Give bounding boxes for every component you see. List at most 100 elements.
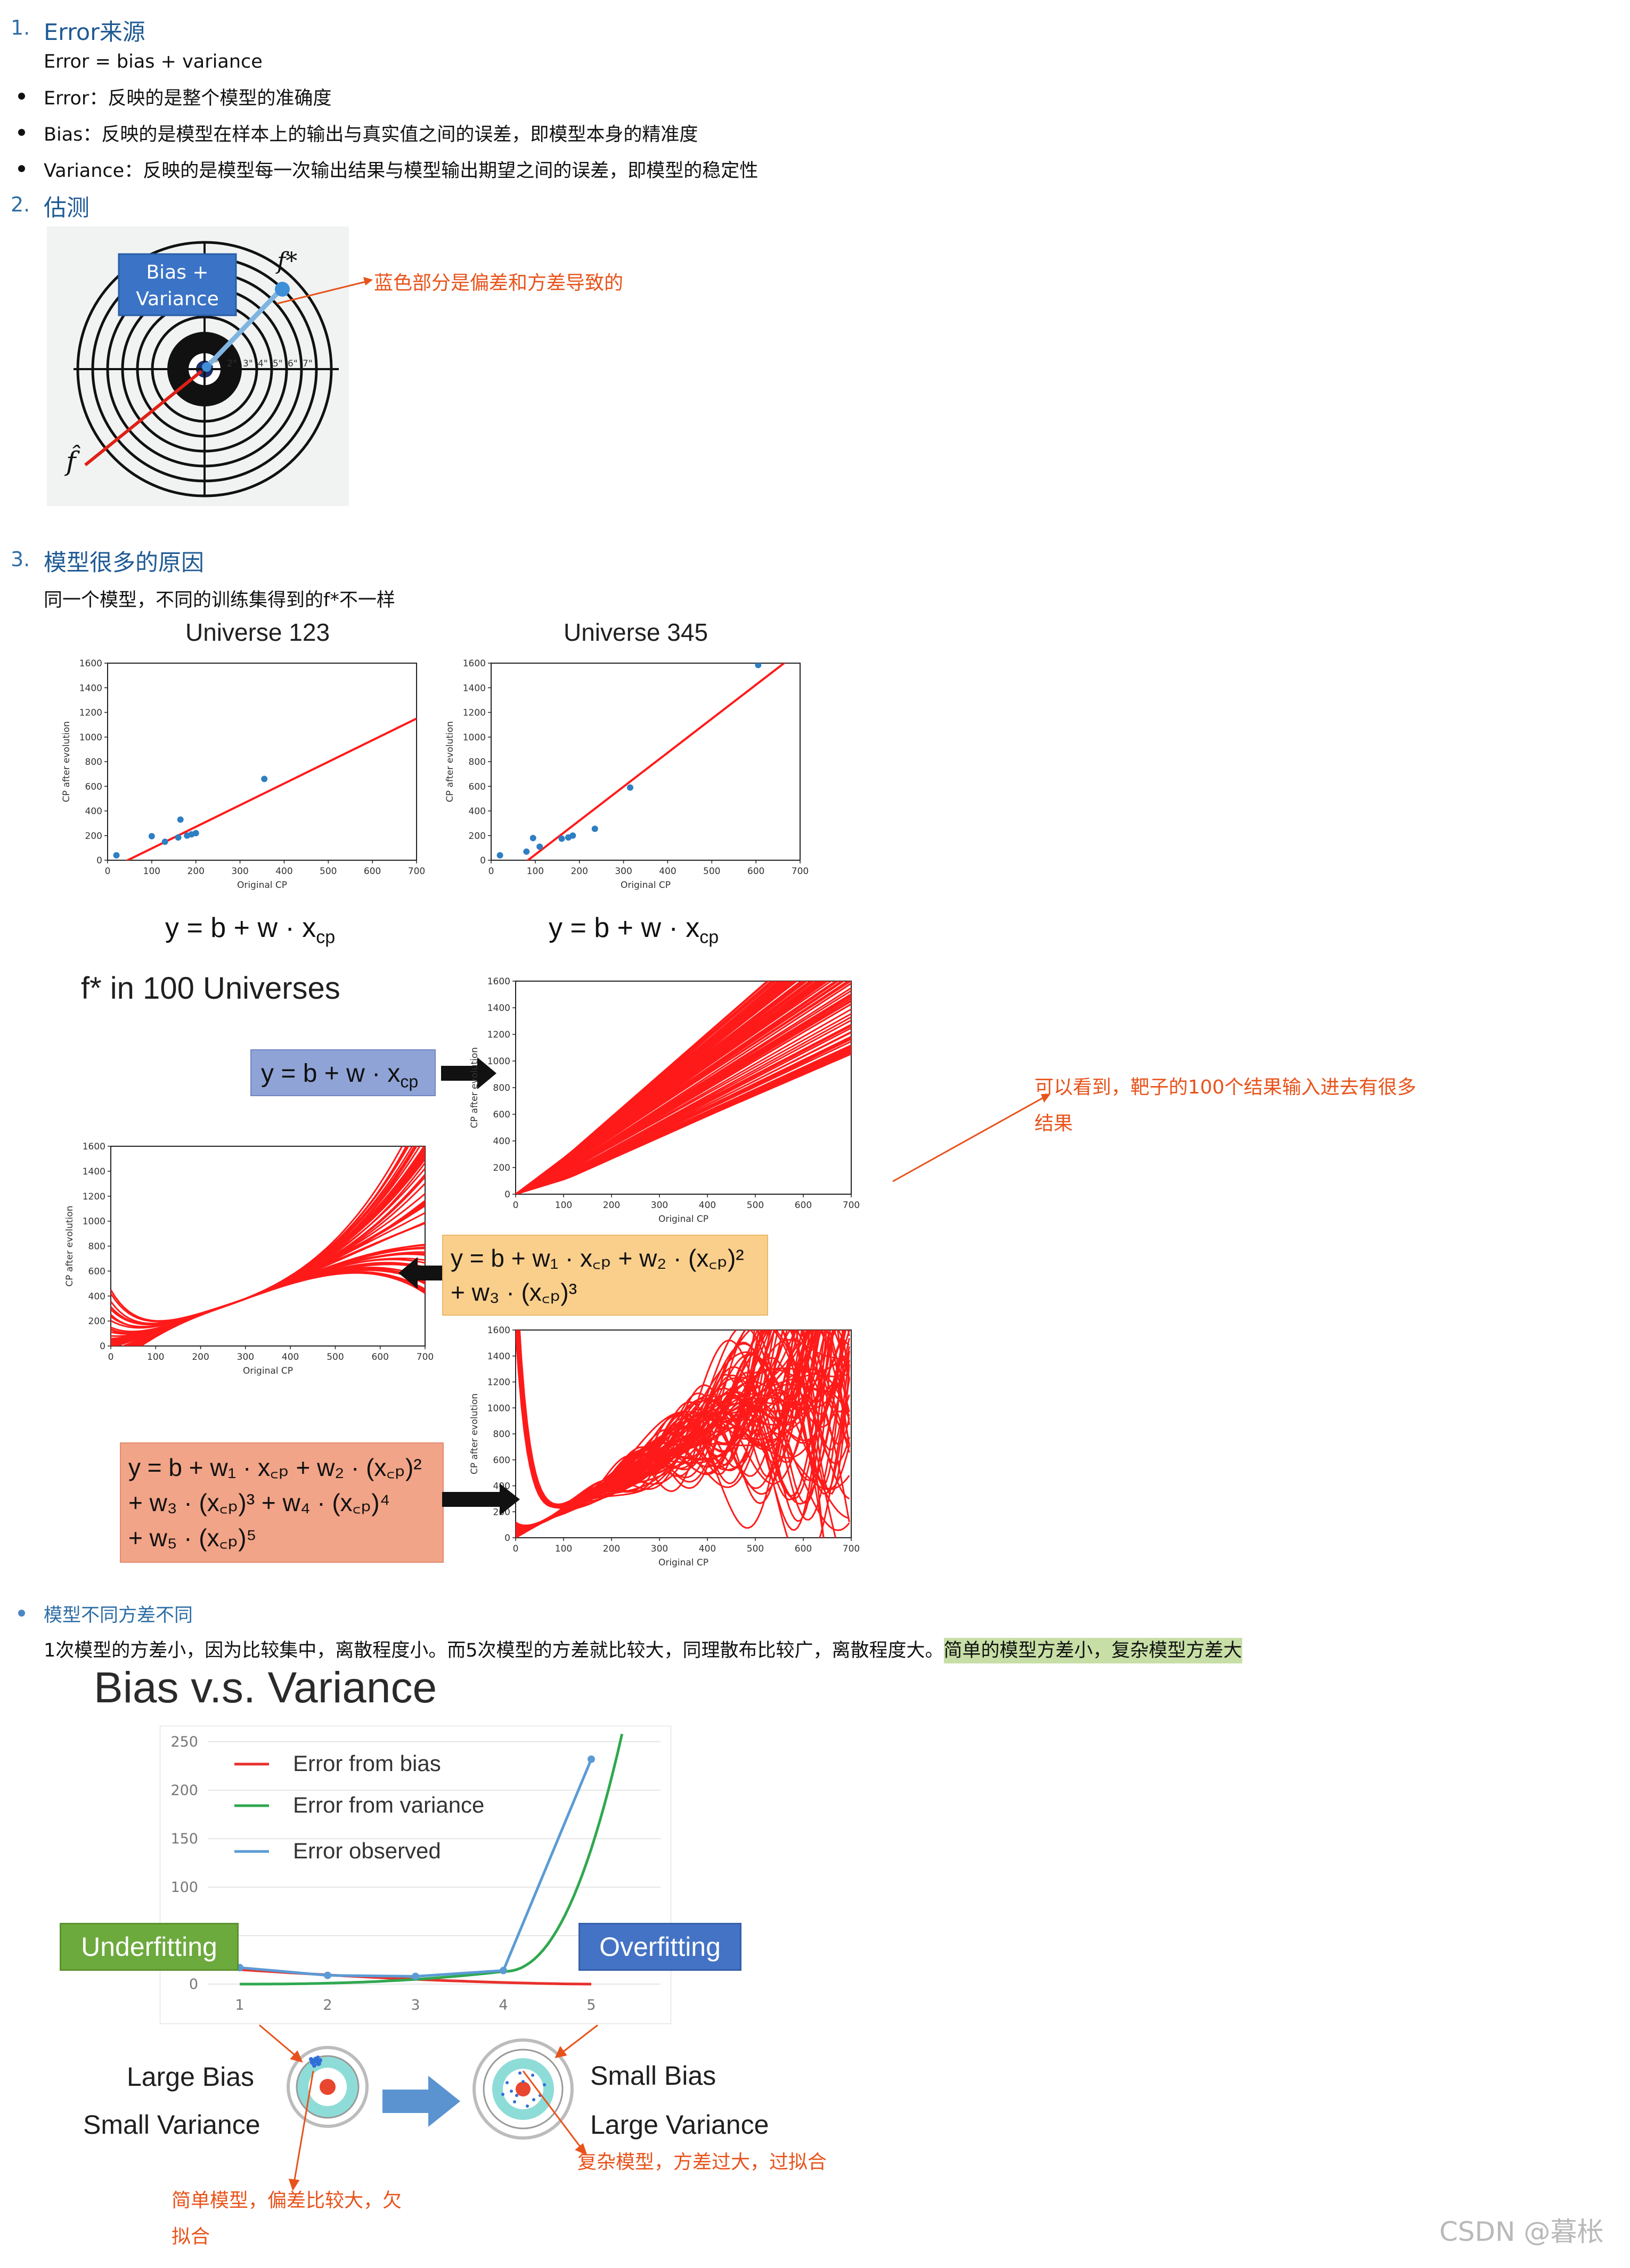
y-tick-label: 600 — [85, 781, 102, 792]
fit-curve — [516, 981, 843, 1194]
quintic-model-box: y = b + w₁ · x꜀ₚ + w₂ · (x꜀ₚ)² + w₃ · (x… — [120, 1442, 444, 1563]
fit-curve — [516, 1047, 851, 1194]
y-tick-label: 200 — [85, 831, 102, 842]
x-tick-label: 200 — [603, 1200, 620, 1211]
x-tick-label: 600 — [364, 866, 381, 877]
ring-label: 6" — [288, 358, 298, 369]
x-tick-label: 200 — [187, 866, 204, 877]
data-point — [148, 833, 155, 839]
y-tick-label: 1600 — [487, 976, 510, 987]
y-tick-label: 1000 — [487, 1403, 510, 1414]
y-tick-label: 1000 — [487, 1056, 510, 1067]
x-tick-label: 2 — [323, 1997, 332, 2013]
x-tick-label: 300 — [615, 866, 632, 877]
error-formula: Error = bias + variance — [44, 51, 263, 72]
y-tick-label: 400 — [493, 1136, 510, 1147]
x-tick-label: 300 — [651, 1200, 668, 1211]
data-point — [412, 1972, 419, 1980]
x-tick-label: 200 — [192, 1352, 209, 1363]
x-tick-label: 200 — [603, 1544, 620, 1554]
variance-arrow — [205, 289, 281, 369]
y-tick-label: 1600 — [487, 1325, 510, 1336]
x-tick-label: 1 — [235, 1997, 244, 2013]
section-1-number: 1. — [11, 16, 30, 39]
data-point — [177, 816, 184, 823]
fit-curve — [516, 981, 770, 1194]
ring-label: 2" — [227, 358, 237, 369]
y-tick-label: 1200 — [83, 1192, 105, 1202]
fit-curve — [516, 1019, 851, 1194]
x-tick-label: 500 — [320, 866, 337, 877]
x-tick-label: 500 — [327, 1352, 344, 1363]
data-point — [496, 852, 503, 859]
y-axis-label: CP after evolution — [64, 1205, 75, 1286]
bias-variance-title: Bias v.s. Variance — [94, 1663, 437, 1712]
x-tick-label: 400 — [282, 1352, 299, 1363]
overfitting-label: Overfitting — [578, 1923, 741, 1971]
fit-curve — [517, 1330, 779, 1506]
y-tick-label: 800 — [88, 1242, 105, 1252]
x-tick-label: 500 — [747, 1200, 764, 1211]
universe-345-equation: y = b + w · xcp — [549, 912, 719, 948]
x-tick-label: 100 — [527, 866, 544, 877]
x-axis-label: Original CP — [237, 880, 287, 891]
series-line — [240, 1733, 624, 1986]
y-tick-label: 100 — [170, 1879, 198, 1896]
x-tick-label: 0 — [105, 866, 111, 877]
y-tick-label: 250 — [170, 1734, 198, 1750]
y-tick-label: 0 — [100, 1341, 105, 1352]
fit-line — [125, 717, 417, 860]
x-tick-label: 500 — [703, 866, 720, 877]
x-tick-label: 100 — [555, 1544, 572, 1554]
bullet-dot — [18, 1610, 25, 1617]
underfitting-label: Underfitting — [60, 1923, 239, 1971]
x-axis-label: Original CP — [243, 1366, 293, 1376]
x-tick-label: 400 — [659, 866, 676, 877]
y-tick-label: 1200 — [463, 708, 486, 719]
y-tick-label: 400 — [85, 806, 102, 817]
y-tick-label: 1400 — [83, 1166, 105, 1177]
x-axis-label: Original CP — [621, 880, 671, 891]
fit-curve — [516, 981, 813, 1194]
highlight-conclusion: 简单的模型方差小，复杂模型方差大 — [943, 1638, 1242, 1663]
bullet-bias: Bias：反映的是模型在样本上的输出与真实值之间的误差，即模型本身的精准度 — [44, 124, 698, 145]
bullet-dot — [18, 93, 25, 100]
data-point — [529, 835, 536, 842]
y-tick-label: 600 — [469, 781, 486, 792]
fit-curve — [516, 1330, 831, 1532]
linear-fan-chart: 0 200 400 600 800 1000 1200 1400 1600 0 100 200 300 4… — [469, 976, 860, 1225]
target-diagram: 1" 2" 3" 4" 5" 6" 7" Bias + Variance f* … — [47, 226, 349, 506]
x-tick-label: 400 — [275, 866, 292, 877]
y-tick-label: 1200 — [79, 708, 102, 719]
x-tick-label: 100 — [143, 866, 160, 877]
y-axis-label: CP after evolution — [61, 721, 72, 802]
bullet-error: Error：反映的是整个模型的准确度 — [44, 88, 332, 109]
x-tick-label: 600 — [795, 1544, 812, 1554]
quintic-fan-chart: 0200400600800100012001400160001002003004… — [469, 1325, 860, 1568]
x-tick-label: 700 — [843, 1544, 860, 1554]
csdn-watermark: CSDN @暮枨 — [1439, 2216, 1604, 2247]
data-point — [175, 834, 182, 841]
data-point — [588, 1755, 595, 1763]
ring-label: 3" — [243, 358, 253, 369]
x-tick-label: 700 — [417, 1352, 434, 1363]
x-tick-label: 100 — [147, 1352, 164, 1363]
small-variance-label: Small Variance — [83, 2110, 260, 2140]
fhat-label: f̂ — [64, 444, 81, 477]
section-3-title: 模型很多的原因 — [44, 550, 204, 576]
bias-variance-box — [118, 253, 237, 316]
data-point — [192, 830, 199, 837]
y-tick-label: 1000 — [83, 1217, 105, 1227]
fit-curve — [516, 981, 779, 1194]
x-tick-label: 3 — [411, 1997, 420, 2013]
ring-label: 7" — [303, 358, 313, 369]
section-2-number: 2. — [11, 193, 30, 216]
y-tick-label: 0 — [504, 1533, 510, 1544]
y-tick-label: 600 — [493, 1455, 510, 1466]
x-tick-label: 300 — [237, 1352, 254, 1363]
data-point — [523, 848, 530, 855]
bullet-variance: Variance：反映的是模型每一次输出结果与模型输出期望之间的误差，即模型的稳… — [44, 160, 759, 182]
y-tick-label: 1200 — [487, 1030, 510, 1040]
annotation-simple-model-1: 简单模型，偏差比较大，欠 — [172, 2190, 402, 2212]
y-tick-label: 150 — [170, 1831, 198, 1847]
